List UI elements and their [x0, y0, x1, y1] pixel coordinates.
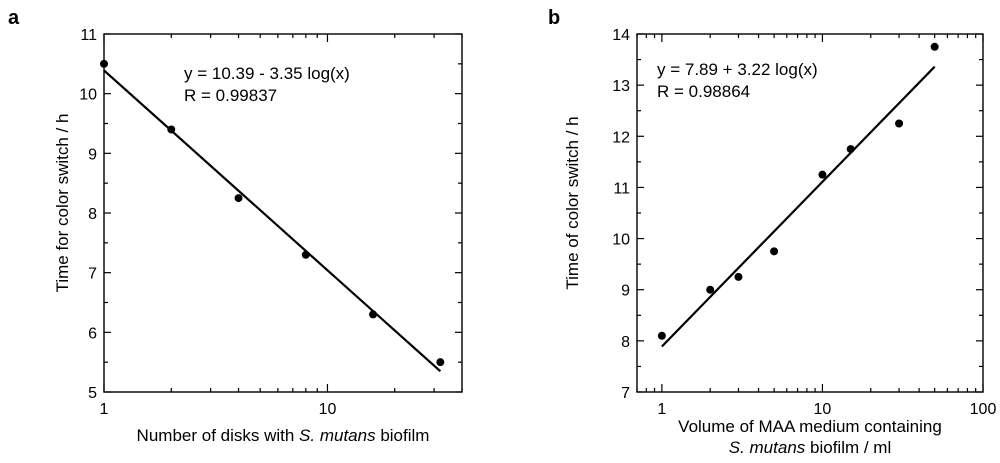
y-tick-label: 6	[88, 325, 97, 342]
equation-annotation: R = 0.99837	[184, 86, 277, 105]
equation-annotation: R = 0.98864	[657, 82, 750, 101]
y-tick-label: 8	[88, 206, 97, 223]
x-axis-label-part: Number of disks with	[137, 426, 300, 445]
x-axis-label-part: S. mutans	[729, 438, 806, 457]
x-axis-label-part: S. mutans	[299, 426, 376, 445]
y-tick-label: 5	[88, 385, 97, 402]
chart-panel-b: b 7 8 9 10 11 12 13 14 1 10 100 y = 7.89 + 3.22 log(…	[548, 7, 996, 457]
y-tick-label: 8	[621, 334, 630, 351]
x-tick-label: 10	[319, 401, 337, 418]
data-point	[706, 285, 715, 294]
data-point	[846, 145, 855, 154]
y-tick-label: 14	[612, 27, 630, 44]
y-tick-label: 11	[80, 27, 97, 44]
equation-annotation: y = 7.89 + 3.22 log(x)	[657, 60, 818, 79]
x-axis-label-part: biofilm	[376, 426, 430, 445]
data-point	[930, 42, 939, 51]
y-tick-label: 12	[612, 129, 630, 146]
y-tick-label: 10	[612, 232, 630, 249]
data-point	[734, 272, 743, 281]
fit-line	[661, 65, 936, 348]
x-axis-label: Number of disks with S. mutans biofilm	[137, 426, 430, 445]
data-point	[369, 310, 378, 319]
x-tick-label: 100	[970, 401, 997, 418]
fit-line	[103, 69, 442, 373]
data-point	[770, 247, 779, 256]
data-point	[100, 59, 108, 68]
data-point	[657, 331, 666, 340]
x-axis-label-part: biofilm / ml	[805, 438, 891, 457]
data-point	[234, 194, 243, 203]
y-tick-label: 7	[621, 385, 630, 402]
x-axis-label-line1: Volume of MAA medium containing	[678, 417, 942, 436]
data-point	[436, 358, 445, 367]
y-tick-label: 13	[612, 78, 630, 95]
equation-annotation: y = 10.39 - 3.35 log(x)	[184, 64, 350, 83]
y-tick-label: 10	[79, 87, 97, 104]
y-tick-label: 11	[613, 180, 630, 197]
data-point	[895, 119, 904, 128]
data-point	[301, 250, 310, 259]
x-axis-label: S. mutans biofilm / ml	[729, 438, 892, 457]
y-tick-label: 9	[621, 283, 630, 300]
x-tick-label: 1	[100, 401, 109, 418]
y-tick-label: 7	[88, 266, 97, 283]
x-tick-label: 10	[814, 401, 832, 418]
y-axis-label: Time for color switch / h	[53, 114, 72, 293]
data-point	[818, 170, 827, 179]
panel-label: b	[548, 7, 560, 29]
y-axis-label: Time of color switch / h	[563, 116, 582, 289]
plot-frame	[103, 33, 463, 393]
x-tick-label: 1	[657, 401, 666, 418]
y-tick-label: 9	[88, 146, 97, 163]
panel-label: a	[8, 7, 20, 29]
data-point	[167, 125, 176, 134]
